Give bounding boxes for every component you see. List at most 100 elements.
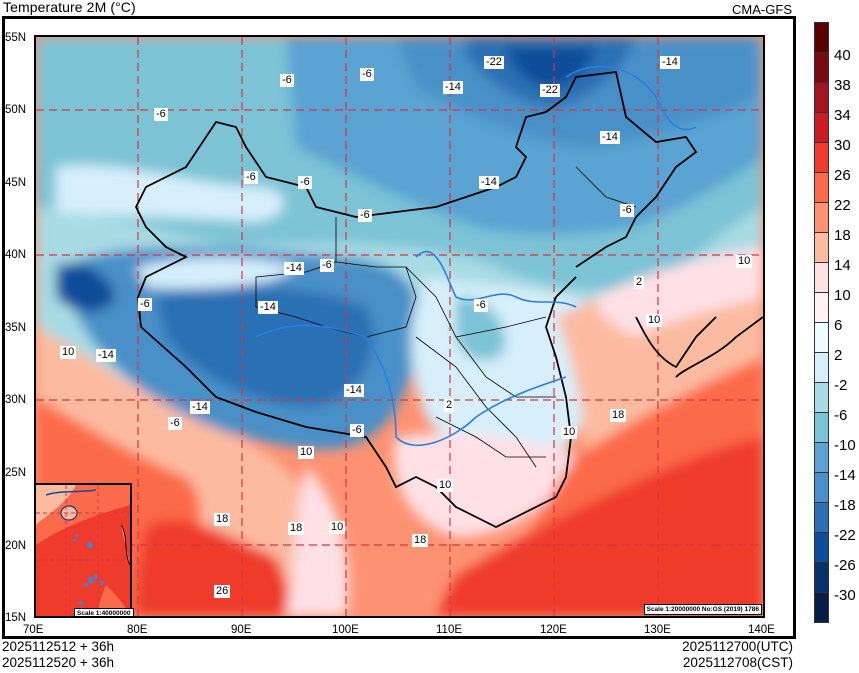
inset-map: [36, 485, 131, 616]
province-borders: [255, 166, 637, 468]
colorbar-tick: 18: [834, 227, 851, 244]
colorbar-band: [814, 592, 829, 623]
colorbar-tick: 2: [834, 347, 843, 364]
contour-label: 10: [736, 255, 753, 268]
contour-label: -6: [360, 68, 374, 81]
colorbar-band: [814, 112, 829, 143]
lat-label: 45N: [5, 177, 27, 189]
contour-label: 10: [298, 446, 315, 459]
contour-label: 10: [329, 521, 346, 534]
contour-label: -14: [96, 349, 116, 362]
colorbar-tick: 22: [834, 197, 851, 214]
colorbar-band: [814, 232, 829, 263]
contour-label: -6: [358, 209, 372, 222]
contour-label: 2: [444, 399, 455, 412]
contour-label: 18: [610, 409, 627, 422]
colorbar-band: [814, 472, 829, 503]
lat-label: 40N: [5, 249, 27, 261]
contour-label: -6: [168, 417, 182, 430]
contour-label: -6: [154, 108, 168, 121]
lat-label: 30N: [5, 394, 27, 406]
contour-label: -14: [284, 262, 304, 275]
colorbar-band: [814, 52, 829, 83]
colorbar-tick: 40: [834, 47, 851, 64]
inset-scale-label: Scale 1:40000000: [74, 608, 134, 616]
colorbar-tick: -30: [834, 587, 856, 604]
lon-label: 140E: [748, 624, 775, 636]
init-time-cst: 2025112520 + 36h: [2, 655, 114, 670]
map-scale-label: Scale 1:20000000 No:GS (2019) 1786: [643, 604, 762, 615]
colorbar-band: [814, 562, 829, 593]
contour-label: -14: [443, 81, 463, 94]
colorbar-tick: 30: [834, 137, 851, 154]
contour-label: 10: [646, 314, 663, 327]
lon-label: 70E: [23, 624, 44, 636]
colorbar-band: [814, 502, 829, 533]
colorbar-band: [814, 22, 829, 53]
colorbar-tick: 26: [834, 167, 851, 184]
colorbar-band: [814, 262, 829, 293]
contour-label: 10: [437, 479, 454, 492]
contour-label: 26: [214, 585, 231, 598]
lat-label: 35N: [5, 322, 27, 334]
colorbar-band: [814, 82, 829, 113]
lat-label: 25N: [5, 467, 27, 479]
valid-time-cst: 2025112708(CST): [682, 655, 793, 670]
colorbar-tick: -2: [834, 377, 848, 394]
south-china-sea-inset: Scale 1:40000000: [36, 483, 134, 616]
contour-label: -14: [258, 301, 278, 314]
colorbar-band: [814, 412, 829, 443]
model-name: CMA-GFS: [732, 2, 792, 17]
colorbar-band: [814, 142, 829, 173]
contour-label: -22: [484, 56, 504, 69]
contour-label: 10: [60, 346, 77, 359]
lon-label: 110E: [436, 624, 463, 636]
contour-label: 18: [288, 522, 305, 535]
colorbar-tick: -10: [834, 437, 856, 454]
colorbar-tick: -26: [834, 557, 856, 574]
contour-label: -14: [479, 176, 499, 189]
colorbar-tick: 6: [834, 317, 843, 334]
colorbar-band: [814, 352, 829, 383]
colorbar-band: [814, 292, 829, 323]
contour-label: -14: [600, 131, 620, 144]
contour-label: 18: [412, 534, 429, 547]
colorbar-band: [814, 322, 829, 353]
lat-label: 55N: [5, 32, 27, 44]
colorbar-tick: 14: [834, 257, 851, 274]
lon-label: 120E: [540, 624, 567, 636]
contour-label: -14: [660, 56, 680, 69]
rivers: [255, 65, 697, 447]
colorbar-tick: -6: [834, 407, 848, 424]
colorbar-tick: 10: [834, 287, 851, 304]
colorbar-band: [814, 202, 829, 233]
colorbar: [814, 22, 829, 623]
lat-label: 50N: [5, 104, 27, 116]
contour-label: -6: [620, 204, 634, 217]
contour-label: -6: [350, 424, 364, 437]
colorbar-tick: -14: [834, 467, 856, 484]
lon-label: 130E: [644, 624, 671, 636]
lat-label: 15N: [5, 612, 27, 624]
lon-label: 80E: [127, 624, 148, 636]
contour-label: -6: [280, 74, 294, 87]
colorbar-tick: -22: [834, 527, 856, 544]
colorbar-band: [814, 382, 829, 413]
contour-label: -14: [190, 401, 210, 414]
contour-label: -6: [298, 176, 312, 189]
colorbar-tick: 38: [834, 77, 851, 94]
temperature-field: [36, 37, 763, 616]
contour-label: -14: [344, 384, 364, 397]
init-time-utc: 2025112512 + 36h: [2, 639, 114, 654]
contour-label: -6: [244, 171, 258, 184]
contour-label: -22: [540, 84, 560, 97]
colorbar-band: [814, 532, 829, 563]
lon-label: 100E: [332, 624, 359, 636]
chart-title: Temperature 2M (°C): [3, 0, 136, 15]
colorbar-tick: -18: [834, 497, 856, 514]
lat-label: 20N: [5, 540, 27, 552]
contour-label: 2: [634, 276, 645, 289]
valid-time-utc: 2025112700(UTC): [682, 639, 793, 654]
temperature-map: -6 -6 -6 -6 -6 -6 -14 -22 -22 -14 -14 -1…: [34, 35, 765, 618]
colorbar-band: [814, 172, 829, 203]
